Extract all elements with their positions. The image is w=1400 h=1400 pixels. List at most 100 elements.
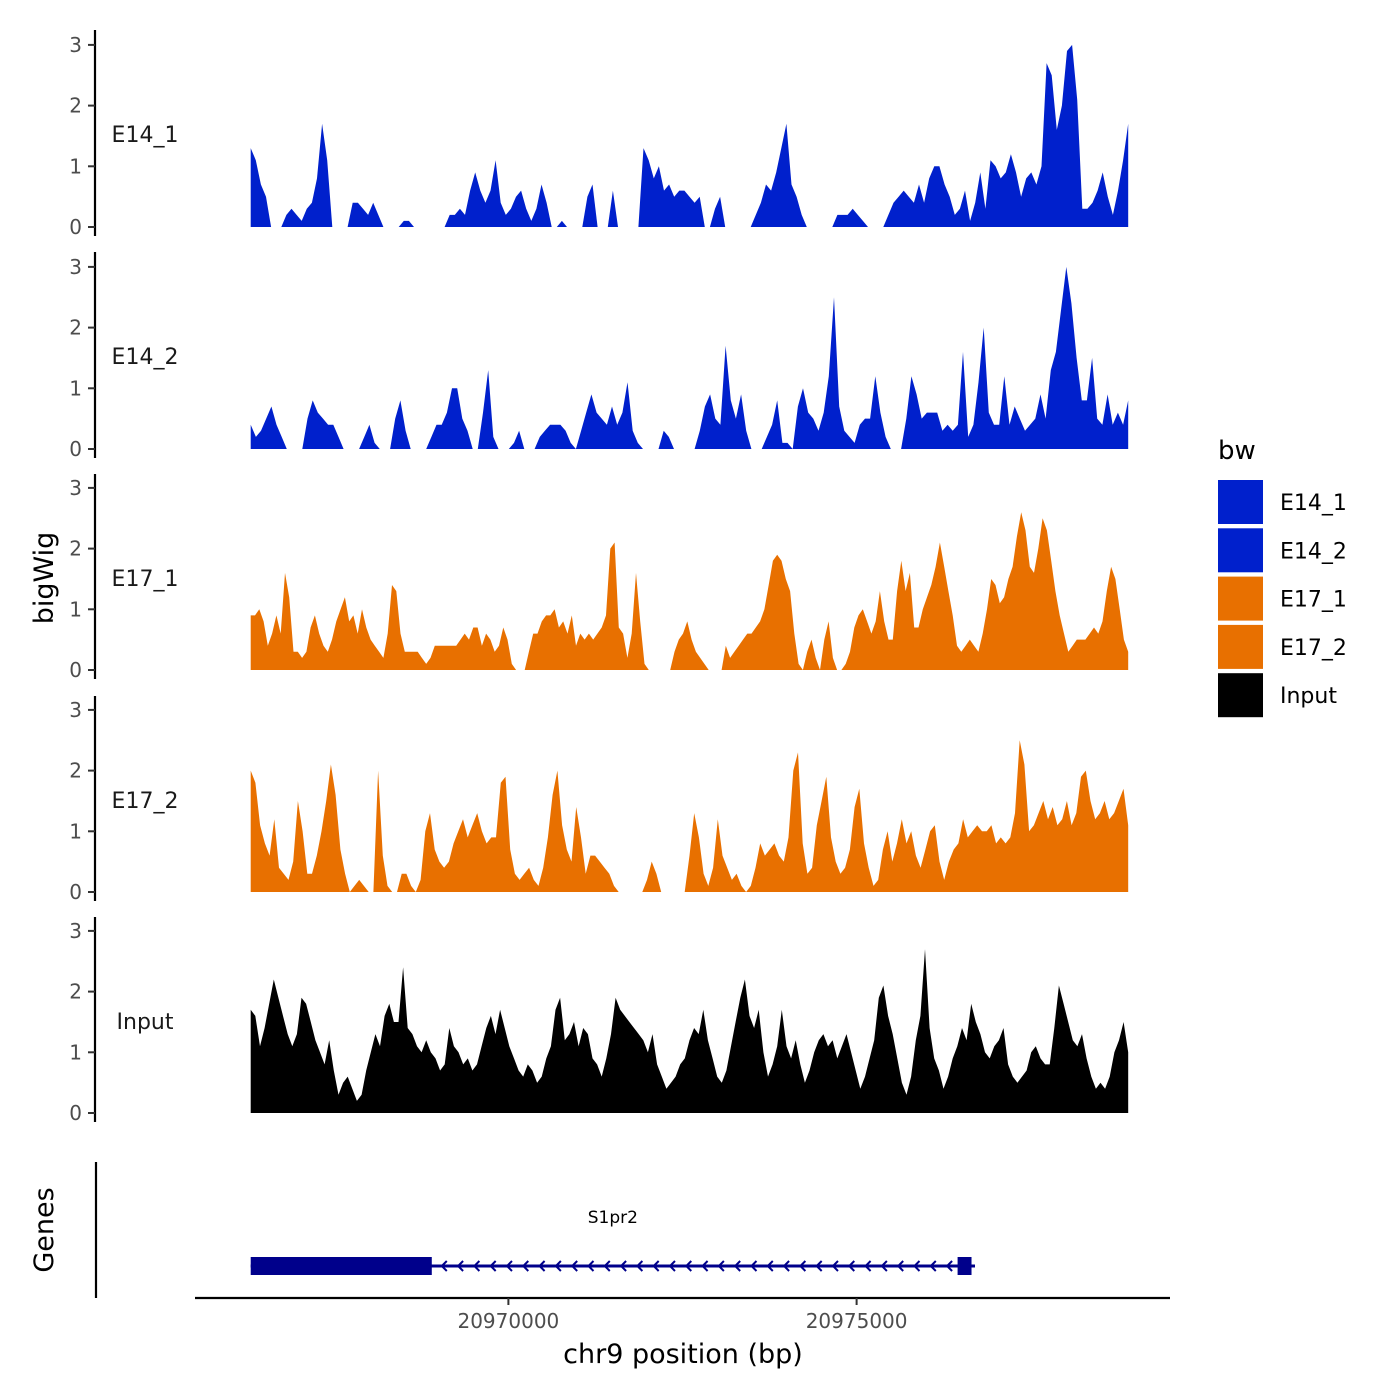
y-tick-label: 2 (69, 759, 82, 783)
strand-chevron (782, 1260, 790, 1272)
y-tick-label: 1 (69, 597, 82, 621)
strand-chevron (864, 1260, 872, 1272)
gene-S1pr2: S1pr2 (250, 1208, 975, 1275)
strand-chevron (913, 1260, 921, 1272)
strand-chevron (456, 1260, 464, 1272)
coverage-area-E17_2 (415, 770, 619, 892)
y-tick-label: 2 (69, 316, 82, 340)
legend-item: Input (1218, 673, 1337, 718)
coverage-area-E14_2 (477, 370, 499, 449)
legend-swatch (1218, 480, 1263, 524)
strand-chevron (554, 1260, 562, 1272)
legend-items: E14_1 E14_2 E17_1 E17_2 Input (1218, 480, 1347, 718)
legend-label: E17_1 (1280, 588, 1347, 613)
genes-axis-title: Genes (29, 1187, 60, 1272)
coverage-area-E17_1 (820, 621, 838, 670)
legend-item: E17_1 (1218, 576, 1347, 621)
strand-chevron (750, 1260, 758, 1272)
x-axis: 20970000 20975000 chr9 position (bp) (195, 1296, 1170, 1370)
legend-label: E14_2 (1280, 539, 1347, 564)
track-label: Input (117, 1010, 174, 1035)
coverage-area-E14_1 (607, 190, 618, 227)
strand-chevron (668, 1260, 676, 1272)
y-tick-label: 0 (69, 658, 82, 682)
coverage-area-E14_1 (444, 160, 552, 227)
coverage-area-E17_2 (250, 764, 350, 892)
track-E14_1: 0 1 2 3 E14_1 (69, 30, 1129, 239)
coverage-area-E14_2 (761, 400, 793, 449)
strand-chevron (603, 1260, 611, 1272)
strand-chevron (489, 1260, 497, 1272)
genes-panel: Genes S1pr2 (29, 1162, 975, 1298)
legend-item: E14_2 (1218, 528, 1347, 573)
coverage-area-E17_2 (684, 813, 747, 892)
strand-chevron (847, 1260, 855, 1272)
strand-chevron (652, 1260, 660, 1272)
legend-swatch (1218, 576, 1263, 621)
strand-chevron (587, 1260, 595, 1272)
y-tick-label: 2 (69, 94, 82, 118)
x-tick-label: 20975000 (806, 1309, 908, 1333)
y-tick-label: 1 (69, 376, 82, 400)
coverage-area-E14_2 (302, 400, 344, 449)
legend-title: bw (1218, 436, 1256, 466)
x-axis-title: chr9 position (bp) (563, 1339, 803, 1370)
coverage-area-E14_2 (658, 430, 674, 449)
y-tick-label: 3 (69, 919, 82, 943)
track-label: E17_2 (112, 789, 179, 814)
strand-chevron (798, 1260, 807, 1272)
track-label: E14_1 (112, 123, 179, 148)
tracks: 0 1 2 3 E14_1 0 1 2 3 E14_2 0 1 2 3 E17_1 0 1 2 3 E17_2 0 1 2 3… (69, 30, 1129, 1125)
strand-chevron (815, 1260, 823, 1272)
coverage-area-E14_2 (359, 424, 380, 449)
coverage-area-E14_1 (582, 184, 598, 227)
legend-item: E17_2 (1218, 624, 1347, 669)
legend-label: E17_2 (1280, 636, 1347, 661)
strand-chevron (766, 1260, 774, 1272)
y-tick-label: 3 (69, 33, 82, 57)
coverage-area-E14_2 (534, 424, 576, 449)
legend-label: E14_1 (1280, 491, 1347, 516)
coverage-area-E14_1 (281, 123, 333, 227)
coverage-area-E14_2 (390, 400, 411, 449)
strand-chevron (619, 1260, 627, 1272)
gene-models: S1pr2 (250, 1208, 975, 1275)
strand-chevron (684, 1260, 692, 1272)
gene-name-label: S1pr2 (588, 1208, 638, 1228)
legend-swatch (1218, 624, 1263, 669)
coverage-area-E14_2 (792, 297, 891, 449)
legend-label: Input (1280, 684, 1337, 709)
legend-item: E14_1 (1218, 480, 1347, 524)
strand-chevron (701, 1260, 709, 1272)
coverage-area-E14_2 (694, 345, 752, 449)
strand-chevron (570, 1260, 578, 1272)
y-tick-label: 1 (69, 819, 82, 843)
coverage-area-E14_1 (750, 123, 807, 227)
y-axis-title: bigWig (29, 532, 60, 625)
y-tick-label: 3 (69, 255, 82, 279)
gene-exon (250, 1257, 432, 1275)
strand-chevron (538, 1260, 546, 1272)
gene-exon (957, 1257, 972, 1275)
track-label: E17_1 (112, 567, 179, 592)
coverage-area-E14_1 (347, 202, 384, 227)
coverage-area-E14_1 (556, 220, 567, 227)
coverage-area-E17_2 (642, 861, 662, 892)
strand-chevron (472, 1260, 481, 1272)
coverage-area-E14_1 (398, 220, 414, 227)
coverage-area-E17_1 (841, 512, 1129, 670)
y-tick-label: 0 (69, 1101, 82, 1125)
coverage-area-E14_1 (638, 148, 705, 227)
coverage-area-E17_2 (373, 770, 393, 892)
track-E14_2: 0 1 2 3 E14_2 (69, 252, 1129, 461)
coverage-area-E17_2 (746, 740, 1129, 892)
x-tick-label: 20970000 (457, 1309, 559, 1333)
y-tick-label: 0 (69, 437, 82, 461)
coverage-area-E17_1 (802, 639, 820, 670)
legend-swatch (1218, 528, 1263, 573)
strand-chevron (521, 1260, 529, 1272)
strand-chevron (440, 1260, 448, 1272)
coverage-area-E14_2 (250, 406, 287, 449)
coverage-area-E14_1 (709, 196, 726, 227)
